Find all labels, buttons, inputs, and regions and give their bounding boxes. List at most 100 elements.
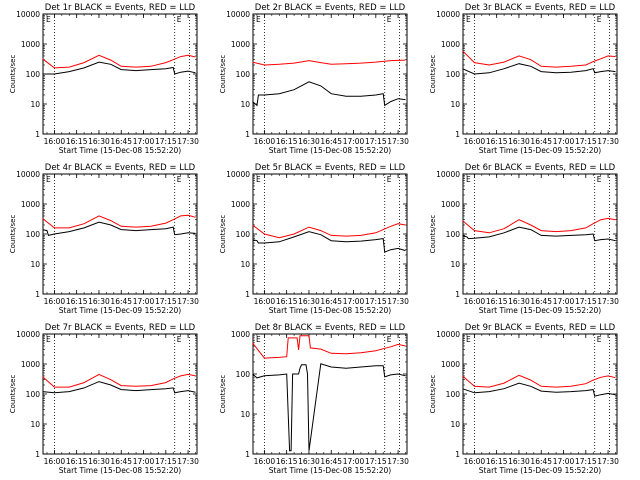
x-tick-label: 17:30	[597, 137, 619, 146]
y-tick-label: 100	[446, 70, 461, 79]
x-tick-label: 17:15	[155, 297, 177, 306]
x-tick-label: 16:30	[88, 457, 110, 466]
x-axis-label: Start Time (15-Dec-08 15:52:20)	[59, 146, 181, 155]
y-tick-label: 10	[30, 260, 40, 269]
x-tick-label: 16:15	[66, 457, 88, 466]
x-tick-label: 17:00	[553, 457, 575, 466]
x-tick-label: 16:30	[88, 297, 110, 306]
series-line-events	[42, 61, 196, 75]
y-tick-label: 1000	[231, 40, 250, 49]
y-tick-label: 1000	[441, 360, 460, 369]
plot-frame	[42, 13, 198, 135]
y-tick-label: 1	[245, 290, 250, 299]
panel-det-7: Det 7r BLACK = Events, RED = LLD 1 10 100 10…	[9, 323, 199, 475]
y-axis-label: Counts/sec	[429, 215, 437, 254]
panel-corner-label: E	[46, 175, 51, 184]
x-tick-label: 16:00	[44, 137, 66, 146]
y-tick-label: 10	[450, 260, 460, 269]
x-axis-label: Start Time (15-Dec-09 15:52:20)	[479, 306, 601, 315]
plot-frame	[42, 333, 198, 455]
series-line-lld	[252, 59, 406, 66]
y-axis-label: Counts/sec	[429, 55, 437, 94]
x-tick-label: 17:30	[177, 297, 199, 306]
panel-title: Det 3r BLACK = Events, RED = LLD	[465, 3, 616, 13]
y-tick-label: 1	[245, 450, 250, 459]
x-tick-label: 17:15	[155, 457, 177, 466]
x-tick-label: 16:15	[486, 297, 508, 306]
plot-frame	[252, 13, 408, 135]
y-tick-label: 100	[236, 370, 251, 379]
panel-det-4: Det 4r BLACK = Events, RED = LLD 1 10 100 10…	[9, 163, 199, 315]
panel-corner-label: E	[46, 15, 51, 24]
panel-title: Det 5r BLACK = Events, RED = LLD	[255, 163, 406, 173]
x-tick-label: 16:00	[464, 457, 486, 466]
x-tick-label: 17:00	[133, 457, 155, 466]
x-tick-label: 16:15	[276, 457, 298, 466]
x-axis-label: Start Time (15-Dec-09 15:52:20)	[59, 306, 181, 315]
x-tick-label: 16:30	[298, 297, 320, 306]
y-tick-label: 10	[240, 100, 250, 109]
panel-corner-label: E	[466, 15, 471, 24]
x-tick-label: 17:30	[177, 457, 199, 466]
y-tick-label: 10	[450, 100, 460, 109]
y-tick-label: 1000	[441, 40, 460, 49]
y-tick-label: 100	[446, 230, 461, 239]
x-tick-label: 17:15	[365, 457, 387, 466]
x-tick-label: 17:00	[343, 137, 365, 146]
y-tick-label: 100	[26, 230, 41, 239]
y-tick-label: 1000	[231, 330, 250, 339]
x-tick-label: 17:15	[575, 297, 597, 306]
panel-corner-label: E	[466, 175, 471, 184]
x-tick-label: 16:45	[110, 297, 132, 306]
panel-corner-label: E	[256, 15, 261, 24]
x-tick-label: 17:00	[343, 457, 365, 466]
x-tick-label: 16:15	[66, 137, 88, 146]
y-axis-label: Counts/sec	[9, 375, 17, 414]
series-line-events	[42, 221, 196, 236]
x-tick-label: 17:30	[597, 457, 619, 466]
x-tick-label: 16:15	[66, 297, 88, 306]
x-axis-label: Start Time (15-Dec-09 15:52:20)	[479, 466, 601, 475]
y-tick-label: 10000	[436, 330, 460, 339]
plot-frame	[42, 173, 198, 295]
y-tick-label: 10	[240, 260, 250, 269]
y-axis-label: Counts/sec	[429, 375, 437, 414]
x-tick-label: 17:30	[387, 137, 409, 146]
panel-marker-label: E	[177, 15, 182, 24]
y-tick-label: 10000	[226, 170, 250, 179]
x-tick-label: 16:00	[254, 137, 276, 146]
x-tick-label: 16:30	[508, 457, 530, 466]
plot-frame	[462, 13, 618, 135]
panel-marker-label: E	[597, 335, 602, 344]
panel-marker-label: E	[387, 335, 392, 344]
x-tick-label: 16:00	[464, 297, 486, 306]
series-line-lld	[462, 374, 616, 388]
y-tick-label: 1	[35, 290, 40, 299]
series-line-events	[252, 363, 406, 452]
y-tick-label: 1	[35, 450, 40, 459]
x-tick-label: 17:30	[597, 297, 619, 306]
series-line-events	[462, 226, 616, 242]
panel-title: Det 1r BLACK = Events, RED = LLD	[45, 3, 196, 13]
x-tick-label: 17:00	[553, 297, 575, 306]
y-tick-label: 10000	[436, 170, 460, 179]
y-tick-label: 1000	[441, 200, 460, 209]
panel-marker-label: E	[387, 15, 392, 24]
x-tick-label: 17:30	[177, 137, 199, 146]
x-tick-label: 16:45	[320, 137, 342, 146]
x-tick-label: 16:15	[276, 297, 298, 306]
x-tick-label: 17:15	[365, 137, 387, 146]
panel-det-6: Det 6r BLACK = Events, RED = LLD 1 10 100 10…	[429, 163, 619, 315]
panel-title: Det 8r BLACK = Events, RED = LLD	[255, 323, 406, 333]
panel-corner-label: E	[256, 335, 261, 344]
panel-det-5: Det 5r BLACK = Events, RED = LLD 1 10 100 10…	[219, 163, 409, 315]
x-tick-label: 16:15	[486, 137, 508, 146]
y-axis-label: Counts/sec	[219, 55, 227, 94]
x-tick-label: 17:15	[575, 137, 597, 146]
y-tick-label: 1	[245, 130, 250, 139]
x-tick-label: 17:00	[343, 297, 365, 306]
x-tick-label: 17:15	[575, 457, 597, 466]
x-tick-label: 17:15	[365, 297, 387, 306]
y-tick-label: 10000	[16, 170, 40, 179]
x-axis-label: Start Time (15-Dec-08 15:52:20)	[269, 146, 391, 155]
